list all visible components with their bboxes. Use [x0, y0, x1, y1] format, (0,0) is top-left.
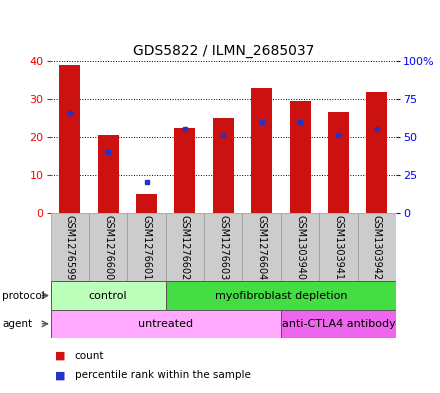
Bar [166, 213, 204, 281]
Bar [51, 213, 89, 281]
Bar [213, 118, 234, 213]
Bar [251, 88, 272, 213]
Bar [127, 213, 166, 281]
Bar [166, 281, 396, 310]
Text: control: control [89, 290, 128, 301]
Text: GSM1276599: GSM1276599 [65, 215, 75, 281]
Text: protocol: protocol [2, 290, 45, 301]
Bar [281, 310, 396, 338]
Bar [59, 65, 81, 213]
Text: GSM1276602: GSM1276602 [180, 215, 190, 281]
Text: GSM1303942: GSM1303942 [372, 215, 382, 281]
Bar [98, 135, 119, 213]
Text: GSM1303941: GSM1303941 [334, 215, 344, 280]
Bar [290, 101, 311, 213]
Text: myofibroblast depletion: myofibroblast depletion [215, 290, 347, 301]
Bar [358, 213, 396, 281]
Bar [328, 112, 349, 213]
Bar [136, 194, 157, 213]
Bar [281, 213, 319, 281]
Text: percentile rank within the sample: percentile rank within the sample [75, 370, 251, 380]
Bar [51, 310, 281, 338]
Bar [204, 213, 242, 281]
Text: ■: ■ [55, 370, 66, 380]
Title: GDS5822 / ILMN_2685037: GDS5822 / ILMN_2685037 [132, 44, 314, 57]
Bar [366, 92, 387, 213]
Text: agent: agent [2, 319, 32, 329]
Text: GSM1276603: GSM1276603 [218, 215, 228, 281]
Bar [242, 213, 281, 281]
Text: GSM1276604: GSM1276604 [257, 215, 267, 281]
Text: GSM1303940: GSM1303940 [295, 215, 305, 280]
Text: count: count [75, 351, 104, 361]
Text: ■: ■ [55, 351, 66, 361]
Bar [89, 213, 127, 281]
Bar [174, 127, 195, 213]
Text: untreated: untreated [138, 319, 193, 329]
Text: GSM1276600: GSM1276600 [103, 215, 113, 281]
Text: anti-CTLA4 antibody: anti-CTLA4 antibody [282, 319, 395, 329]
Text: GSM1276601: GSM1276601 [142, 215, 151, 281]
Bar [319, 213, 358, 281]
Bar [51, 281, 166, 310]
